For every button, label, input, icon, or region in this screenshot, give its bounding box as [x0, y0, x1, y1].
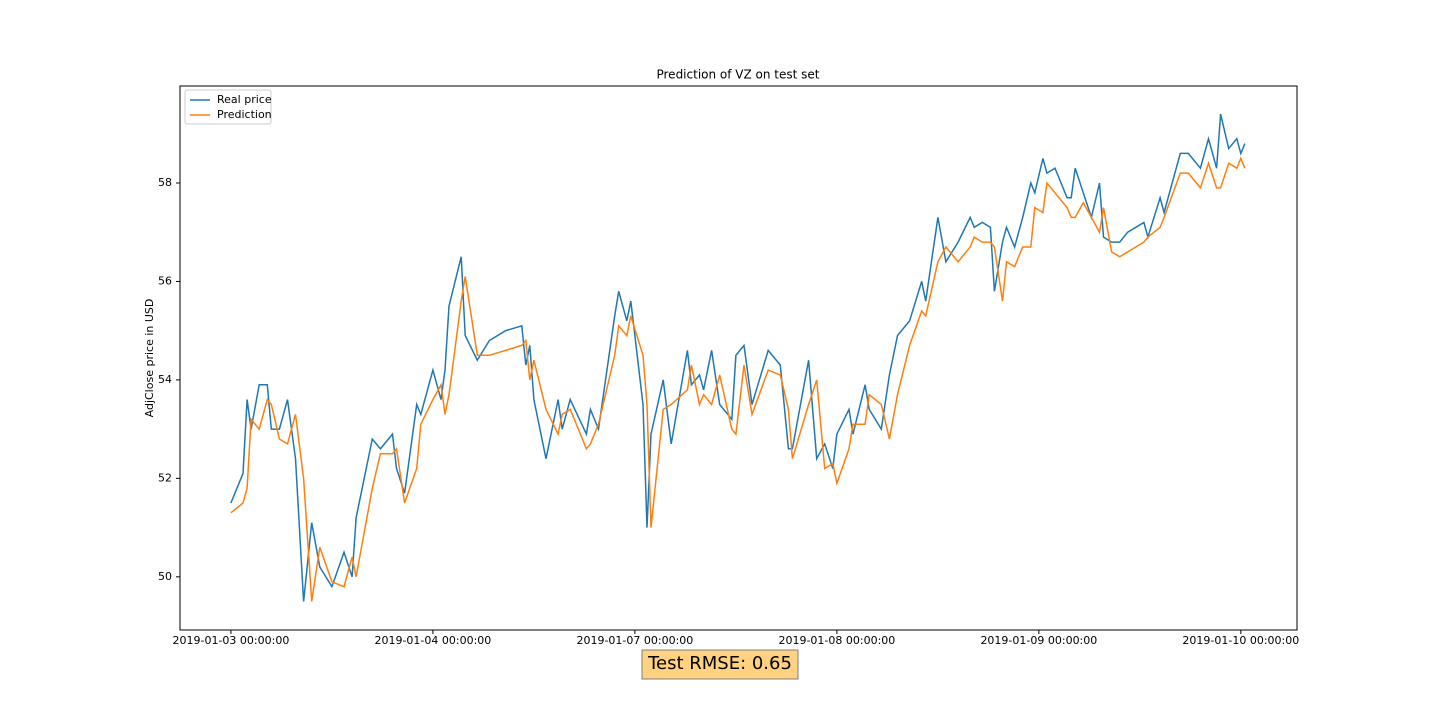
- x-tick-label: 2019-01-09 00:00:00: [980, 634, 1097, 647]
- annotation-box: [641, 649, 799, 680]
- annotation: Test RMSE: 0.65: [647, 653, 792, 674]
- chart-title: Prediction of VZ on test set: [656, 68, 819, 82]
- x-tick-label: 2019-01-10 00:00:00: [1182, 634, 1299, 647]
- y-tick-label: 56: [158, 274, 172, 287]
- x-tick-label: 2019-01-04 00:00:00: [374, 634, 491, 647]
- x-tick-label: 2019-01-07 00:00:00: [576, 634, 693, 647]
- y-tick-label: 54: [158, 373, 172, 386]
- legend-label: Real price: [217, 93, 272, 106]
- x-tick-label: 2019-01-03 00:00:00: [172, 634, 289, 647]
- legend-label: Prediction: [217, 108, 272, 121]
- y-tick-label: 52: [158, 471, 172, 484]
- y-tick-label: 50: [158, 570, 172, 583]
- plot-area: [179, 85, 1298, 631]
- series-line: [230, 156, 1246, 602]
- y-tick-label: 58: [158, 176, 172, 189]
- x-tick-label: 2019-01-08 00:00:00: [778, 634, 895, 647]
- series-line: [230, 113, 1246, 602]
- y-axis-label: AdjClose price in USD: [143, 299, 156, 418]
